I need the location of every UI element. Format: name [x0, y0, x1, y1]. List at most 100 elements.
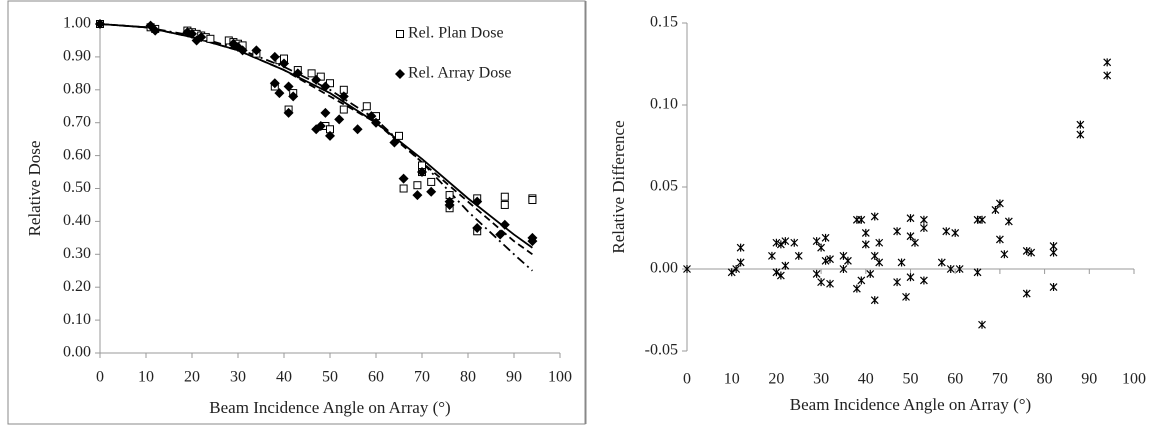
- point: [269, 78, 280, 89]
- point: [781, 237, 790, 246]
- point: [292, 68, 303, 79]
- x-tick-label: 30: [230, 369, 246, 386]
- point: [911, 238, 919, 247]
- point: [283, 81, 294, 92]
- x-tick-label: 90: [1081, 371, 1097, 388]
- point: [426, 186, 437, 197]
- point: [307, 69, 316, 78]
- point: [352, 124, 363, 135]
- point: [861, 240, 870, 249]
- point: [1103, 58, 1112, 67]
- point: [1004, 217, 1013, 226]
- point: [776, 240, 785, 249]
- point: [398, 173, 409, 184]
- y-tick-label: 0.60: [63, 146, 91, 163]
- x-tick-label: 0: [96, 369, 104, 386]
- point: [776, 271, 785, 280]
- point: [444, 199, 455, 210]
- point: [973, 268, 982, 277]
- point: [991, 205, 1000, 214]
- x-tick-label: 90: [506, 369, 522, 386]
- y-tick-label: 0.00: [650, 260, 678, 277]
- point: [334, 114, 345, 125]
- x-tick-label: 10: [724, 371, 740, 388]
- point: [897, 258, 906, 267]
- point: [187, 28, 197, 39]
- point: [279, 58, 289, 69]
- x-tick-label: 70: [414, 369, 430, 386]
- point: [427, 177, 436, 186]
- x-tick-label: 60: [368, 369, 384, 386]
- x-axis-title: Beam Incidence Angle on Array (°): [790, 395, 1031, 414]
- point: [942, 227, 951, 236]
- point: [875, 258, 884, 267]
- point: [311, 74, 322, 85]
- point: [919, 276, 928, 285]
- y-axis-title: Relative Dose: [25, 141, 44, 237]
- point: [412, 190, 423, 201]
- point: [196, 32, 207, 43]
- point: [1076, 120, 1085, 129]
- y-tick-label: 0.00: [63, 344, 91, 361]
- point: [870, 212, 879, 221]
- point: [866, 269, 875, 278]
- x-tick-label: 80: [460, 369, 476, 386]
- point: [528, 196, 537, 205]
- point: [500, 192, 509, 201]
- point: [1076, 130, 1085, 139]
- x-tick-label: 60: [947, 371, 963, 388]
- y-tick-label: 0.10: [650, 96, 678, 113]
- point: [399, 184, 408, 193]
- point: [727, 268, 736, 277]
- x-tick-label: 10: [138, 369, 154, 386]
- x-tick-label: 50: [322, 369, 338, 386]
- point: [870, 251, 879, 260]
- point: [338, 91, 349, 102]
- point: [371, 117, 381, 128]
- x-tick-label: 70: [992, 371, 1008, 388]
- point: [206, 34, 215, 43]
- y-tick-label: 0.70: [63, 113, 91, 130]
- point: [861, 228, 870, 237]
- x-tick-label: 50: [903, 371, 919, 388]
- point: [812, 237, 821, 246]
- point: [843, 256, 852, 265]
- y-tick-label: 0.05: [650, 178, 678, 195]
- point: [946, 265, 955, 273]
- point: [283, 107, 294, 118]
- point: [772, 238, 781, 247]
- x-tick-label: 0: [683, 371, 691, 388]
- point: [919, 215, 928, 224]
- point: [288, 91, 299, 102]
- point: [906, 214, 915, 223]
- point: [150, 25, 161, 36]
- point: [893, 278, 902, 287]
- point: [906, 232, 915, 241]
- point: [812, 269, 821, 278]
- point: [417, 167, 427, 178]
- x-tick-label: 80: [1037, 371, 1053, 388]
- point: [499, 219, 510, 230]
- legend-label: Rel. Array Dose: [408, 65, 512, 82]
- point: [817, 278, 826, 287]
- point: [906, 273, 915, 282]
- point: [1022, 246, 1031, 255]
- legend-label: Rel. Plan Dose: [408, 25, 504, 42]
- point: [951, 228, 960, 237]
- point: [495, 229, 506, 240]
- point: [395, 131, 403, 140]
- point: [339, 105, 348, 114]
- x-axis-title: Beam Incidence Angle on Array (°): [209, 398, 450, 417]
- point: [269, 51, 280, 62]
- x-tick-label: 40: [276, 369, 292, 386]
- point: [366, 111, 377, 122]
- point: [794, 251, 803, 260]
- point: [1049, 283, 1058, 292]
- point: [500, 200, 509, 209]
- fit-line: [99, 23, 533, 256]
- point: [274, 88, 285, 99]
- point: [852, 284, 861, 293]
- point: [893, 227, 902, 236]
- point: [683, 265, 691, 273]
- point: [736, 243, 745, 252]
